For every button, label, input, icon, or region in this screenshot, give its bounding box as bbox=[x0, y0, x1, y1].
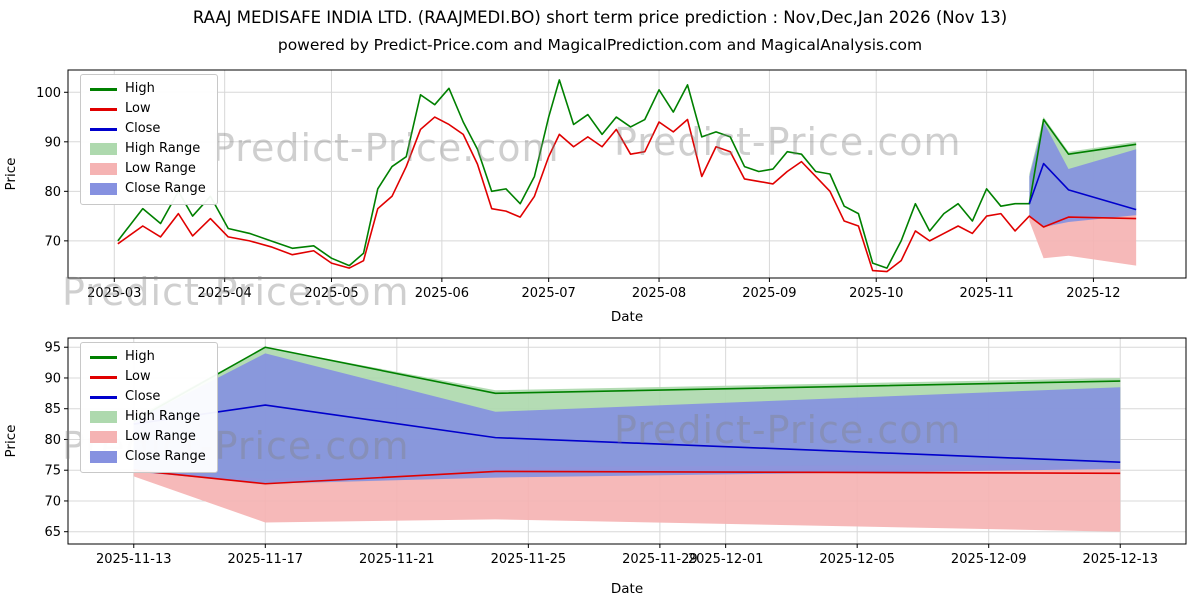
legend: High Low Close High Range Low Range Close Ran… bbox=[80, 342, 218, 473]
legend-item: Close Range bbox=[90, 448, 206, 465]
close-range-band bbox=[1029, 122, 1137, 227]
y-tick-label: 95 bbox=[44, 341, 61, 356]
legend-label: Low bbox=[125, 100, 151, 116]
figure-subtitle: powered by Predict-Price.com and Magical… bbox=[277, 36, 923, 54]
low-line-swatch bbox=[90, 107, 117, 111]
high-range-swatch bbox=[90, 411, 117, 424]
x-tick-label: 2025-11-21 bbox=[359, 552, 435, 567]
high-line bbox=[117, 79, 1137, 269]
plot-border bbox=[67, 337, 1187, 545]
legend-item: High bbox=[90, 81, 206, 97]
x-tick-label: 2025-03 bbox=[87, 286, 141, 301]
close-range-swatch bbox=[90, 183, 117, 196]
x-tick-label: 2025-07 bbox=[522, 286, 576, 301]
high-line-swatch bbox=[90, 355, 117, 359]
plot-border bbox=[67, 69, 1187, 279]
legend-label: High Range bbox=[125, 140, 201, 156]
close-line bbox=[1028, 162, 1137, 211]
y-tick-label: 100 bbox=[36, 86, 61, 101]
low-range-swatch bbox=[90, 431, 117, 444]
y-tick-label: 70 bbox=[44, 494, 61, 509]
price-history-chart: 2025-03 2025-04 2025-05 2025-06 2025-07 2025-… bbox=[3, 69, 1187, 325]
low-line bbox=[117, 116, 1137, 273]
y-tick-label: 90 bbox=[44, 135, 61, 150]
legend-item: Close Range bbox=[90, 180, 206, 197]
x-tick-label: 2025-11-17 bbox=[228, 552, 304, 567]
y-tick-label: 65 bbox=[44, 525, 61, 540]
y-tick-label: 80 bbox=[44, 185, 61, 200]
figure-title: RAAJ MEDISAFE INDIA LTD. (RAAJMEDI.BO) s… bbox=[192, 8, 1008, 27]
legend-item: Close bbox=[90, 388, 206, 405]
x-tick-label: 2025-12-09 bbox=[951, 552, 1027, 567]
legend-label: Close bbox=[125, 388, 161, 404]
legend-label: Low Range bbox=[125, 428, 196, 444]
y-axis-label: Price bbox=[3, 158, 19, 191]
legend-label: Low Range bbox=[125, 160, 196, 176]
legend-item: High Range bbox=[90, 408, 206, 425]
x-axis-label: Date bbox=[611, 309, 643, 325]
low-line bbox=[133, 469, 1121, 485]
legend-item: Close bbox=[90, 120, 206, 137]
legend-label: High Range bbox=[125, 408, 201, 424]
x-axis-label: Date bbox=[611, 581, 643, 597]
x-tick-label: 2025-11-29 bbox=[622, 552, 698, 567]
legend-label: High bbox=[125, 349, 155, 364]
legend-item: Low bbox=[90, 100, 206, 117]
x-tick-label: 2025-12-13 bbox=[1082, 552, 1158, 567]
x-tick-label: 2025-12 bbox=[1066, 286, 1120, 301]
high-range-swatch bbox=[90, 143, 117, 156]
close-line-swatch bbox=[90, 395, 117, 399]
legend-label: Close Range bbox=[125, 180, 206, 196]
x-tick-label: 2025-04 bbox=[197, 286, 251, 301]
high-line-swatch bbox=[90, 87, 117, 91]
y-tick-label: 90 bbox=[44, 371, 61, 386]
y-axis-label: Price bbox=[3, 425, 19, 458]
close-line-swatch bbox=[90, 127, 117, 131]
y-tick-label: 75 bbox=[44, 464, 61, 479]
legend-label: Close bbox=[125, 120, 161, 136]
x-tick-label: 2025-11-25 bbox=[491, 552, 567, 567]
close-range-band bbox=[133, 353, 1121, 484]
legend-label: Low bbox=[125, 368, 151, 384]
x-tick-label: 2025-09 bbox=[742, 286, 796, 301]
y-tick-label: 70 bbox=[44, 234, 61, 249]
legend: High Low Close High Range Low Range Close Ran… bbox=[80, 74, 218, 205]
legend-item: High bbox=[90, 349, 206, 365]
legend-item: Low bbox=[90, 368, 206, 385]
prediction-detail-chart: 2025-11-13 2025-11-17 2025-11-21 2025-11-25… bbox=[3, 337, 1187, 597]
x-tick-label: 2025-12-05 bbox=[819, 552, 895, 567]
low-range-swatch bbox=[90, 163, 117, 176]
x-tick-label: 2025-05 bbox=[304, 286, 358, 301]
legend-label: High bbox=[125, 81, 155, 96]
x-tick-label: 2025-10 bbox=[849, 286, 903, 301]
low-range-band bbox=[133, 464, 1121, 532]
x-tick-label: 2025-11-13 bbox=[96, 552, 172, 567]
low-range-band bbox=[1029, 211, 1137, 266]
close-range-swatch bbox=[90, 451, 117, 464]
x-tick-label: 2025-08 bbox=[632, 286, 686, 301]
x-tick-label: 2025-12-01 bbox=[688, 552, 764, 567]
legend-item: Low Range bbox=[90, 160, 206, 177]
x-tick-label: 2025-06 bbox=[415, 286, 469, 301]
legend-item: Low Range bbox=[90, 428, 206, 445]
legend-label: Close Range bbox=[125, 448, 206, 464]
y-tick-label: 80 bbox=[44, 433, 61, 448]
y-tick-label: 85 bbox=[44, 402, 61, 417]
low-line-swatch bbox=[90, 375, 117, 379]
x-tick-label: 2025-11 bbox=[959, 286, 1013, 301]
legend-item: High Range bbox=[90, 140, 206, 157]
